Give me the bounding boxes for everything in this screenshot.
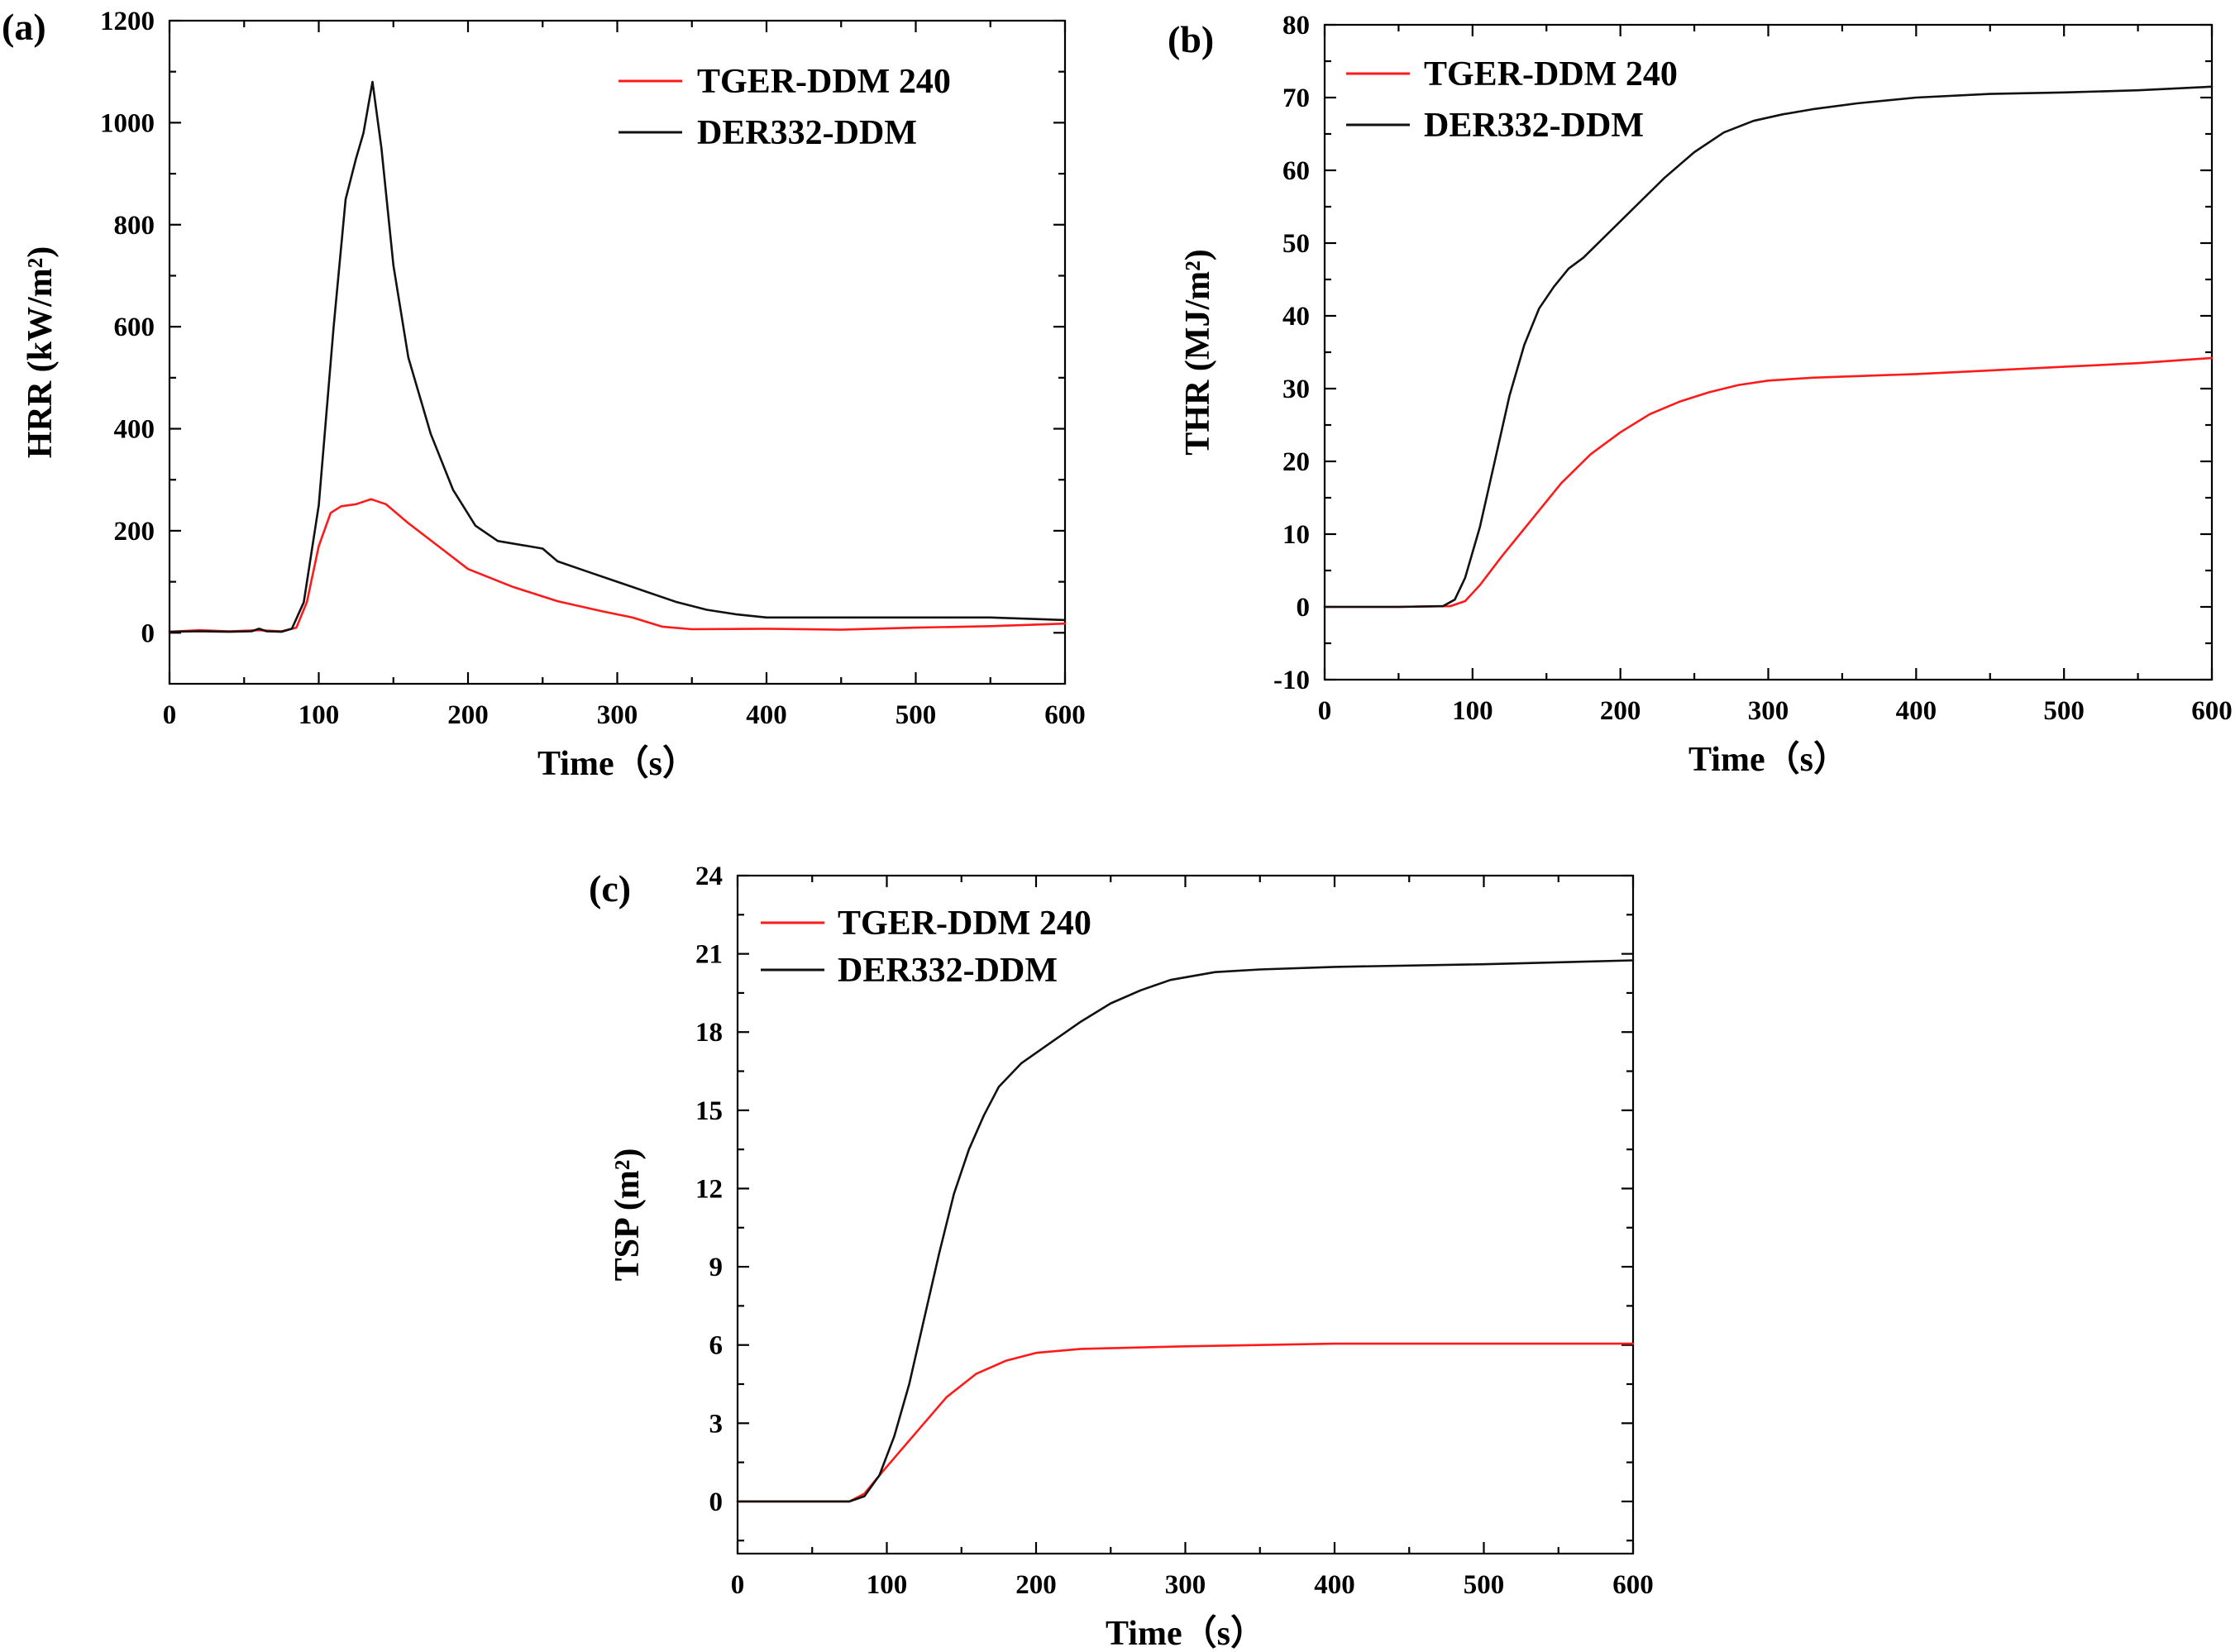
series-line-der332-ddm xyxy=(1323,85,2214,609)
legend-label: TGER-DDM 240 xyxy=(838,905,1091,943)
x-tick-label: 200 xyxy=(1600,696,1641,726)
x-tick-label: 200 xyxy=(1015,1570,1057,1600)
y-tick-label: 60 xyxy=(1282,156,1310,186)
y-tick-label: 12 xyxy=(695,1174,723,1204)
x-axis-label: Time（s） xyxy=(537,744,697,783)
y-tick-label: 20 xyxy=(1282,447,1310,477)
legend: TGER-DDM 240 DER332-DDM xyxy=(1346,55,1678,145)
y-tick-label: 1200 xyxy=(100,7,155,36)
panel-c: 0 100 200 300 400 500 600 0 3 6 9 12 15 18 21 24 Time（s）… xyxy=(589,862,1654,1652)
y-tick-label: 70 xyxy=(1282,84,1310,113)
panel-label: (a) xyxy=(2,6,46,48)
x-tick-label: 600 xyxy=(1044,700,1086,730)
x-tick-label: 400 xyxy=(1314,1570,1355,1600)
y-tick-label: 50 xyxy=(1282,229,1310,259)
series-line-der332-ddm xyxy=(168,80,1067,633)
y-tick-label: 0 xyxy=(709,1487,724,1517)
x-axis-label: Time（s） xyxy=(1688,740,1848,779)
x-tick-label: 600 xyxy=(1612,1570,1654,1600)
legend-label: DER332-DDM xyxy=(838,952,1058,990)
series-line-tger-ddm-240 xyxy=(168,498,1067,633)
y-tick-label: 9 xyxy=(709,1253,724,1282)
x-tick-label: 300 xyxy=(1165,1570,1206,1600)
y-axis-label: HRR (kW/m²) xyxy=(21,246,60,458)
x-tick-label: 500 xyxy=(1464,1570,1505,1600)
legend: TGER-DDM 240 DER332-DDM xyxy=(619,63,951,152)
x-tick-label: 0 xyxy=(1318,696,1332,726)
panel-a: 0 100 200 300 400 500 600 0 200 400 600 800 1000 1200… xyxy=(2,6,1086,783)
x-axis-label: Time（s） xyxy=(1106,1614,1265,1652)
x-tick-label: 500 xyxy=(2043,696,2085,726)
y-tick-label: 80 xyxy=(1282,11,1310,41)
x-tick-label: 100 xyxy=(299,700,340,730)
series-line-tger-ddm-240 xyxy=(736,1342,1635,1503)
y-tick-label: 10 xyxy=(1282,520,1310,550)
y-tick-label: 24 xyxy=(695,862,723,891)
panel-label: (c) xyxy=(589,867,631,910)
x-tick-label: 100 xyxy=(867,1570,908,1600)
plot-frame xyxy=(168,19,1067,685)
legend-label: DER332-DDM xyxy=(697,114,917,152)
legend-label: TGER-DDM 240 xyxy=(697,63,951,101)
y-tick-label: 0 xyxy=(141,618,155,648)
x-tick-label: 0 xyxy=(731,1570,745,1600)
y-tick-label: 15 xyxy=(695,1096,723,1126)
x-tick-label: 500 xyxy=(896,700,937,730)
y-tick-label: 6 xyxy=(709,1331,724,1361)
x-tick-label: 200 xyxy=(447,700,489,730)
legend: TGER-DDM 240 DER332-DDM xyxy=(761,905,1091,990)
y-tick-label: 21 xyxy=(695,940,723,970)
y-tick-label: 400 xyxy=(114,415,155,445)
legend-label: TGER-DDM 240 xyxy=(1424,55,1678,93)
y-axis-label: THR (MJ/m²) xyxy=(1179,249,1217,455)
x-tick-label: 300 xyxy=(597,700,638,730)
x-tick-label: 300 xyxy=(1748,696,1789,726)
x-tick-label: 400 xyxy=(1896,696,1937,726)
y-tick-label: 3 xyxy=(709,1409,724,1439)
y-axis-label: TSP (m²) xyxy=(609,1148,647,1282)
x-tick-label: 600 xyxy=(2191,696,2233,726)
y-tick-label: 1000 xyxy=(100,108,155,138)
y-tick-label: 18 xyxy=(695,1018,723,1048)
x-tick-label: 400 xyxy=(746,700,787,730)
y-tick-label: -10 xyxy=(1273,666,1310,695)
panel-b: 0 100 200 300 400 500 600 -10 0 10 20 30 40 50 60 70 80 T… xyxy=(1168,11,2233,779)
series-line-der332-ddm xyxy=(736,959,1635,1503)
x-tick-label: 100 xyxy=(1452,696,1493,726)
y-tick-label: 40 xyxy=(1282,302,1310,332)
y-tick-label: 600 xyxy=(114,313,155,342)
legend-label: DER332-DDM xyxy=(1424,107,1644,145)
y-tick-label: 30 xyxy=(1282,375,1310,404)
y-tick-label: 200 xyxy=(114,517,155,547)
y-tick-label: 0 xyxy=(1297,593,1311,623)
series-line-tger-ddm-240 xyxy=(1323,356,2214,609)
panel-label: (b) xyxy=(1168,18,1214,60)
x-tick-label: 0 xyxy=(163,700,177,730)
y-tick-label: 800 xyxy=(114,211,155,241)
